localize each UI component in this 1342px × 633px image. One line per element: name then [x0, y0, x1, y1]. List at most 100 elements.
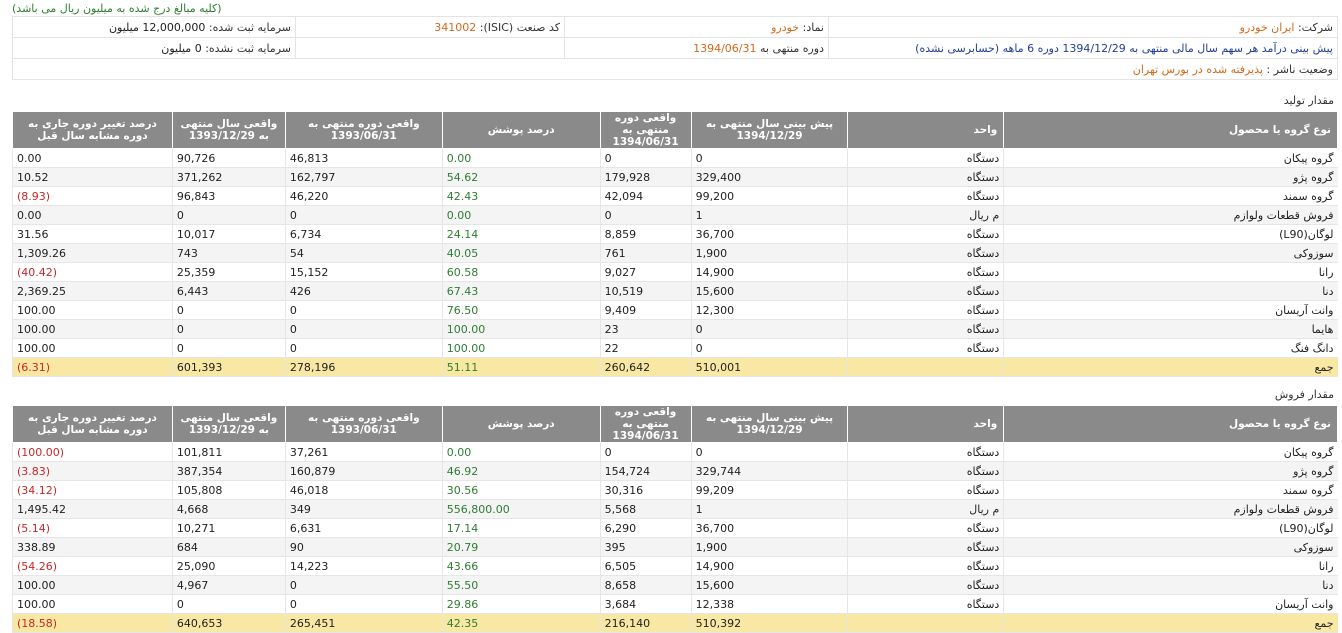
cell-actual-prev-year: 0 — [171, 205, 286, 225]
cell-actual-prev-period: 162,797 — [284, 167, 443, 187]
cell-change: 100.00 — [12, 594, 173, 614]
table-row: گروه پیکان دستگاه 0 0 0.00 37,261 101,811 (100.… — [12, 442, 1338, 462]
cell-actual-prev-period: 15,152 — [284, 262, 443, 282]
cell-coverage: 46.92 — [441, 461, 601, 481]
cell-actual-prev-year: 101,811 — [171, 442, 286, 462]
cell-actual-prev-year: 0 — [171, 319, 286, 339]
currency-note: (کلیه مبالغ درج شده به میلیون ریال می با… — [12, 2, 222, 15]
cell-actual-period: 0 — [599, 442, 692, 462]
cell-change: (5.14) — [12, 518, 173, 538]
cell-actual-prev-year: 4,967 — [171, 575, 286, 595]
cell-actual-prev-year: 684 — [171, 537, 286, 557]
cell-coverage: 0.00 — [441, 205, 601, 225]
table-row: فروش قطعات ولوازم م ریال 1 0 0.00 0 0 0.00 — [12, 205, 1338, 225]
cell-actual-prev-year: 387,354 — [171, 461, 286, 481]
cell-actual-prev-year: 601,393 — [171, 357, 286, 377]
cell-coverage: 100.00 — [441, 338, 601, 358]
cell-unit: م ریال — [847, 499, 1004, 519]
cell-forecast: 1 — [690, 499, 848, 519]
cell-product: سوزوکی — [1003, 537, 1338, 557]
cell-actual-prev-period: 0 — [284, 300, 443, 320]
cell-unit: دستگاه — [847, 167, 1004, 187]
table-row: گروه پژو دستگاه 329,744 154,724 46.92 160,879… — [12, 461, 1338, 481]
cell-actual-prev-year: 25,090 — [171, 556, 286, 576]
total-row: جمع 510,001 260,642 51.11 278,196 601,393 (6.3… — [12, 357, 1338, 377]
cell-coverage: 42.35 — [441, 613, 601, 633]
cell-coverage: 76.50 — [441, 300, 601, 320]
cell-product: گروه پژو — [1003, 167, 1338, 187]
cell-unit: م ریال — [847, 205, 1004, 225]
cell-unit: دستگاه — [847, 319, 1004, 339]
empty-cell — [295, 37, 565, 59]
cell-change: (100.00) — [12, 442, 173, 462]
cell-product: رانا — [1003, 556, 1338, 576]
cell-product: هایما — [1003, 319, 1338, 339]
cell-product: دانگ فنگ — [1003, 338, 1338, 358]
cell-actual-period: 8,658 — [599, 575, 692, 595]
cell-product: گروه سمند — [1003, 480, 1338, 500]
cell-actual-period: 154,724 — [599, 461, 692, 481]
header-coverage: درصد پوشش — [441, 111, 601, 149]
cell-actual-prev-year: 6,443 — [171, 281, 286, 301]
cell-coverage: 29.86 — [441, 594, 601, 614]
cell-unit: دستگاه — [847, 281, 1004, 301]
cell-forecast: 1 — [690, 205, 848, 225]
cell-forecast: 14,900 — [690, 556, 848, 576]
cell-change: (34.12) — [12, 480, 173, 500]
cell-change: 100.00 — [12, 300, 173, 320]
reg-capital-cell: سرمایه ثبت شده: 12,000,000 میلیون — [12, 16, 296, 38]
cell-change: 100.00 — [12, 319, 173, 339]
period-cell: دوره منتهی به 1394/06/31 — [564, 37, 829, 59]
cell-actual-period: 179,928 — [599, 167, 692, 187]
publisher-status: پذیرفته شده در بورس تهران — [1132, 62, 1264, 76]
sales-header-row: نوع گروه یا محصول واحد پیش بینی سال منته… — [12, 405, 1338, 443]
cell-change: (8.93) — [12, 186, 173, 206]
cell-actual-prev-period: 90 — [284, 537, 443, 557]
production-header-row: نوع گروه یا محصول واحد پیش بینی سال منته… — [12, 111, 1338, 149]
cell-unit: دستگاه — [847, 148, 1004, 168]
cell-actual-period: 395 — [599, 537, 692, 557]
cell-coverage: 60.58 — [441, 262, 601, 282]
sales-section-title: مقدار فروش — [1274, 388, 1334, 401]
cell-unit: دستگاه — [847, 556, 1004, 576]
cell-actual-period: 3,684 — [599, 594, 692, 614]
cell-unit: دستگاه — [847, 594, 1004, 614]
cell-change: 1,495.42 — [12, 499, 173, 519]
cell-forecast: 36,700 — [690, 224, 848, 244]
cell-actual-period: 0 — [599, 148, 692, 168]
header-product: نوع گروه یا محصول — [1003, 111, 1338, 149]
cell-actual-prev-period: 349 — [284, 499, 443, 519]
cell-actual-prev-period: 14,223 — [284, 556, 443, 576]
cell-change: (40.42) — [12, 262, 173, 282]
cell-actual-prev-year: 743 — [171, 243, 286, 263]
header-coverage: درصد پوشش — [441, 405, 601, 443]
info-row-3: وضعیت ناشر : پذیرفته شده در بورس تهران — [12, 58, 1338, 80]
cell-actual-prev-year: 10,017 — [171, 224, 286, 244]
cell-actual-period: 42,094 — [599, 186, 692, 206]
cell-coverage: 0.00 — [441, 148, 601, 168]
cell-coverage: 67.43 — [441, 281, 601, 301]
cell-actual-prev-year: 105,808 — [171, 480, 286, 500]
cell-product: جمع — [1003, 613, 1338, 633]
table-row: دنا دستگاه 15,600 10,519 67.43 426 6,443 2,369.… — [12, 281, 1338, 301]
cell-actual-prev-year: 0 — [171, 594, 286, 614]
table-row: گروه پیکان دستگاه 0 0 0.00 46,813 90,726 0.00 — [12, 148, 1338, 168]
cell-product: فروش قطعات ولوازم — [1003, 499, 1338, 519]
cell-actual-period: 6,505 — [599, 556, 692, 576]
cell-unit: دستگاه — [847, 262, 1004, 282]
production-section-title: مقدار تولید — [1283, 94, 1334, 107]
cell-actual-period: 23 — [599, 319, 692, 339]
cell-actual-period: 9,409 — [599, 300, 692, 320]
cell-actual-prev-period: 0 — [284, 338, 443, 358]
cell-actual-prev-period: 0 — [284, 205, 443, 225]
cell-coverage: 20.79 — [441, 537, 601, 557]
cell-unit: دستگاه — [847, 300, 1004, 320]
company-info-table: شرکت: ایران خودرو نماد: خودرو کد صنعت (I… — [12, 16, 1338, 80]
cell-actual-prev-year: 10,271 — [171, 518, 286, 538]
cell-product: دنا — [1003, 575, 1338, 595]
cell-forecast: 0 — [690, 319, 848, 339]
cell-actual-prev-year: 4,668 — [171, 499, 286, 519]
cell-forecast: 329,400 — [690, 167, 848, 187]
cell-unit: دستگاه — [847, 442, 1004, 462]
cell-coverage: 51.11 — [441, 357, 601, 377]
